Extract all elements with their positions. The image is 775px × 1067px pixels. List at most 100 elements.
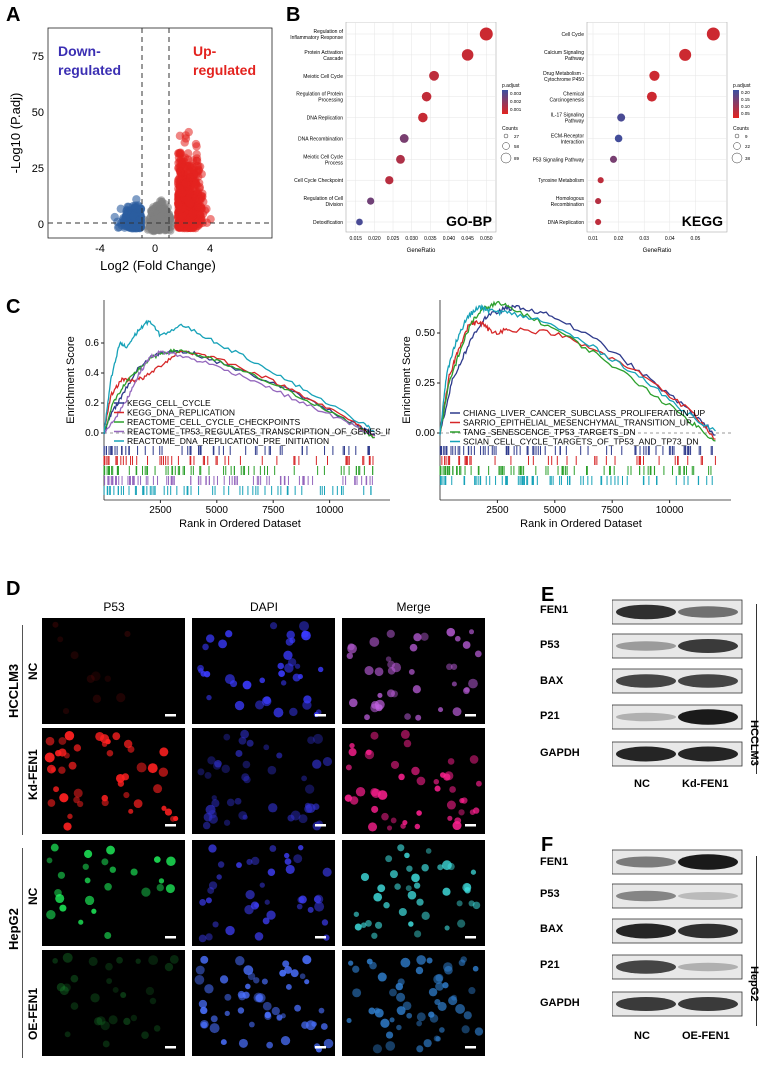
if-cell bbox=[313, 895, 322, 903]
gsea-right-ticks: 0.00 0.25 0.50 2500 5000 7500 10000 bbox=[416, 328, 684, 516]
dot-point bbox=[429, 70, 439, 81]
volcano-xlabel: Log2 (Fold Change) bbox=[100, 258, 216, 273]
wb-e-lane: NC bbox=[634, 778, 650, 790]
scale-bar bbox=[315, 1046, 326, 1049]
if-cell bbox=[370, 787, 379, 797]
volcano-xtick: -4 bbox=[95, 243, 105, 255]
if-cell bbox=[366, 958, 373, 965]
wb-e-lane: Kd-FEN1 bbox=[682, 778, 729, 790]
term-label: Chemical bbox=[563, 92, 584, 98]
if-cell bbox=[458, 809, 465, 816]
if-cell bbox=[245, 890, 255, 900]
if-cell bbox=[349, 796, 359, 805]
if-cell bbox=[64, 1031, 71, 1038]
if-cell bbox=[224, 993, 232, 1001]
if-cell bbox=[377, 692, 383, 698]
volcano-ytick: 75 bbox=[32, 51, 44, 63]
if-cell bbox=[472, 901, 481, 910]
if-cell bbox=[312, 759, 322, 769]
if-cell bbox=[428, 987, 438, 997]
gobp-colorbar bbox=[502, 90, 508, 114]
if-cell bbox=[290, 810, 301, 821]
if-image-merge bbox=[342, 618, 485, 724]
if-cell bbox=[365, 749, 372, 756]
if-cell bbox=[373, 892, 383, 902]
blot-band bbox=[616, 997, 676, 1011]
if-cell bbox=[62, 952, 73, 963]
scale-bar bbox=[315, 824, 326, 827]
if-cell bbox=[271, 1006, 280, 1016]
term-label: Regulation of Protein bbox=[296, 92, 343, 98]
if-cell bbox=[210, 1015, 218, 1023]
if-cell bbox=[348, 698, 358, 708]
wb-e-protein: BAX bbox=[540, 675, 564, 687]
if-cell bbox=[408, 668, 415, 675]
if-cell bbox=[63, 752, 70, 759]
if-cell bbox=[197, 768, 205, 776]
blot-band bbox=[616, 641, 676, 651]
if-cell bbox=[238, 736, 247, 745]
if-cell bbox=[242, 760, 251, 769]
scale-bar bbox=[465, 936, 476, 939]
if-cell bbox=[352, 988, 362, 998]
if-cell bbox=[460, 956, 467, 963]
x-tick-label: 0.045 bbox=[461, 236, 474, 242]
if-cell bbox=[198, 999, 208, 1009]
if-cell bbox=[212, 921, 219, 928]
if-image-dapi bbox=[192, 950, 335, 1056]
if-cell bbox=[70, 1002, 79, 1010]
if-cell bbox=[472, 965, 479, 972]
if-cell bbox=[223, 819, 231, 826]
if-cell bbox=[409, 643, 418, 652]
if-cell bbox=[206, 694, 212, 701]
if-cell bbox=[298, 844, 304, 851]
volcano-point bbox=[183, 149, 193, 158]
term-label: Protein Activation bbox=[304, 50, 343, 56]
if-cell bbox=[70, 651, 79, 660]
if-cell bbox=[320, 1023, 328, 1030]
if-cell bbox=[451, 994, 457, 1001]
if-cell bbox=[211, 795, 217, 801]
x-tick-label: 0.04 bbox=[665, 236, 675, 242]
volcano-point bbox=[194, 209, 204, 219]
if-cell bbox=[200, 1019, 209, 1029]
if-bracket-hcclm3 bbox=[22, 625, 23, 835]
y-tick-label: 0.00 bbox=[416, 428, 436, 439]
if-cell bbox=[468, 678, 478, 689]
if-cell bbox=[284, 663, 294, 673]
if-cell bbox=[62, 983, 71, 992]
if-cell bbox=[67, 813, 73, 820]
if-cell bbox=[400, 957, 411, 968]
if-cell bbox=[454, 817, 462, 825]
gsea-series-line bbox=[103, 349, 376, 437]
if-cell bbox=[416, 776, 426, 786]
legend-label: SCIAN_CELL_CYCLE_TARGETS_OF_TP53_AND_TP7… bbox=[463, 437, 699, 447]
kegg-count-val: 22 bbox=[745, 144, 751, 149]
if-cell bbox=[245, 983, 251, 990]
if-cell bbox=[203, 670, 211, 678]
gsea-right-plot: 0.00 0.25 0.50 2500 5000 7500 10000 CHIANG_LIV… bbox=[401, 300, 731, 530]
kegg-tag: KEGG bbox=[682, 213, 723, 229]
blot-band bbox=[616, 923, 676, 939]
x-tick-label: 0.035 bbox=[424, 236, 437, 242]
if-cell bbox=[200, 955, 209, 964]
if-cell bbox=[254, 902, 260, 908]
if-cell bbox=[263, 696, 271, 705]
if-cell bbox=[90, 993, 100, 1003]
volcano-point bbox=[145, 223, 154, 232]
if-image-dapi bbox=[192, 840, 335, 946]
gobp-count-circle bbox=[502, 142, 510, 150]
if-cell bbox=[322, 757, 333, 767]
dot-point bbox=[399, 134, 409, 143]
if-cell bbox=[246, 739, 254, 747]
term-label: Recombination bbox=[551, 202, 585, 208]
if-cell bbox=[225, 925, 235, 936]
if-cell bbox=[62, 707, 70, 715]
if-cell bbox=[385, 656, 392, 662]
if-cell bbox=[209, 1023, 220, 1034]
term-label: Meiotic Cell Cycle bbox=[303, 74, 343, 80]
wb-f-bracket bbox=[756, 856, 757, 1026]
dot-point bbox=[461, 49, 474, 61]
if-cell bbox=[82, 863, 89, 870]
if-cell bbox=[414, 930, 422, 938]
